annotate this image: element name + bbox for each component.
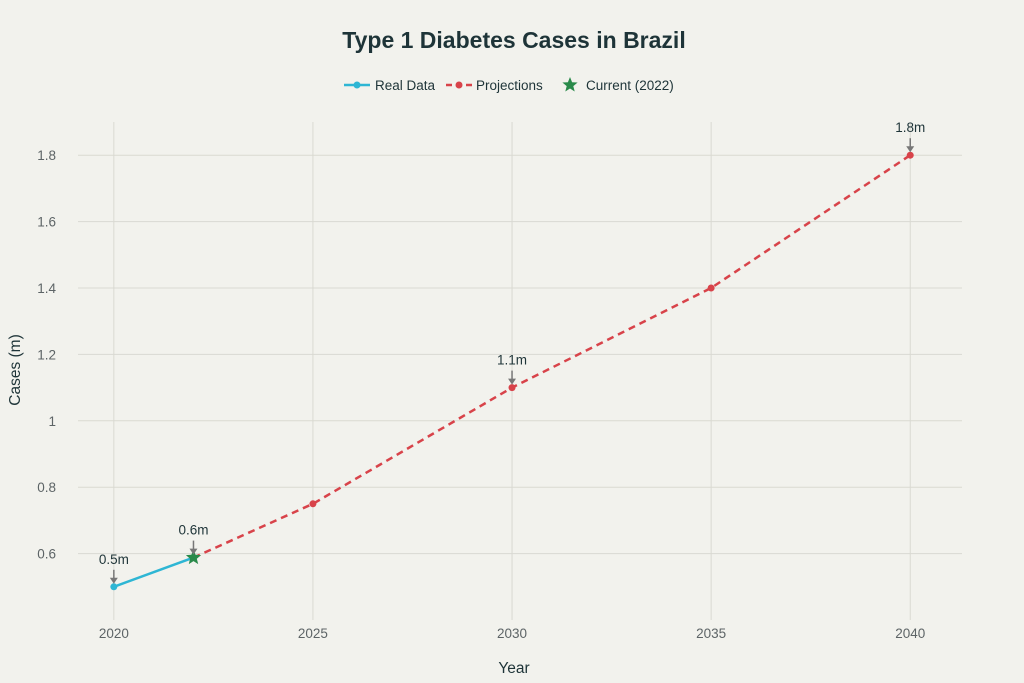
- annotation-arrowhead: [508, 378, 517, 385]
- x-axis-label: Year: [498, 660, 529, 677]
- annotation-arrowhead: [109, 577, 118, 584]
- y-tick-label: 0.6: [37, 547, 56, 562]
- x-tick-label: 2020: [99, 626, 129, 641]
- legend-projections-label: Projections: [476, 78, 543, 93]
- legend: Real Data Projections Current (2022): [344, 77, 674, 93]
- annotation-label: 1.8m: [895, 120, 925, 135]
- y-tick-label: 0.8: [37, 480, 56, 495]
- annotation-arrowhead: [189, 548, 198, 555]
- y-axis-label: Cases (m): [7, 334, 24, 405]
- projection-point: [309, 500, 317, 508]
- real-data-point: [110, 583, 118, 591]
- annotation-label: 0.5m: [99, 552, 129, 567]
- legend-projections-marker: [455, 81, 463, 89]
- legend-current-star-icon: [562, 77, 578, 92]
- annotation-label: 1.1m: [497, 353, 527, 368]
- y-tick-label: 1.2: [37, 347, 56, 362]
- y-axis-ticks: 0.6 0.8 1 1.2 1.4 1.6 1.8: [37, 148, 56, 561]
- x-tick-label: 2025: [298, 626, 328, 641]
- y-tick-label: 1.6: [37, 215, 56, 230]
- projection-point: [508, 384, 516, 392]
- legend-current-label: Current (2022): [586, 78, 674, 93]
- annotation-arrowhead: [906, 146, 915, 153]
- grid: [78, 122, 962, 620]
- x-tick-label: 2035: [696, 626, 726, 641]
- annotations: 0.5m 0.6m 1.1m 1.8m: [99, 120, 925, 584]
- y-tick-label: 1: [48, 414, 56, 429]
- projection-point: [906, 151, 914, 159]
- series-layer: [110, 151, 914, 591]
- legend-real-data-label: Real Data: [375, 78, 436, 93]
- y-tick-label: 1.4: [37, 281, 56, 296]
- annotation-label: 0.6m: [178, 523, 208, 538]
- real-data-line: [113, 556, 194, 588]
- x-axis-ticks: 2020 2025 2030 2035 2040: [99, 626, 925, 641]
- x-tick-label: 2030: [497, 626, 527, 641]
- legend-real-data-marker: [353, 81, 361, 89]
- current-star-marker: [185, 549, 202, 565]
- projection-point: [707, 284, 715, 292]
- projections-line: [192, 154, 911, 559]
- x-tick-label: 2040: [895, 626, 925, 641]
- chart-title: Type 1 Diabetes Cases in Brazil: [342, 27, 685, 53]
- y-tick-label: 1.8: [37, 148, 56, 163]
